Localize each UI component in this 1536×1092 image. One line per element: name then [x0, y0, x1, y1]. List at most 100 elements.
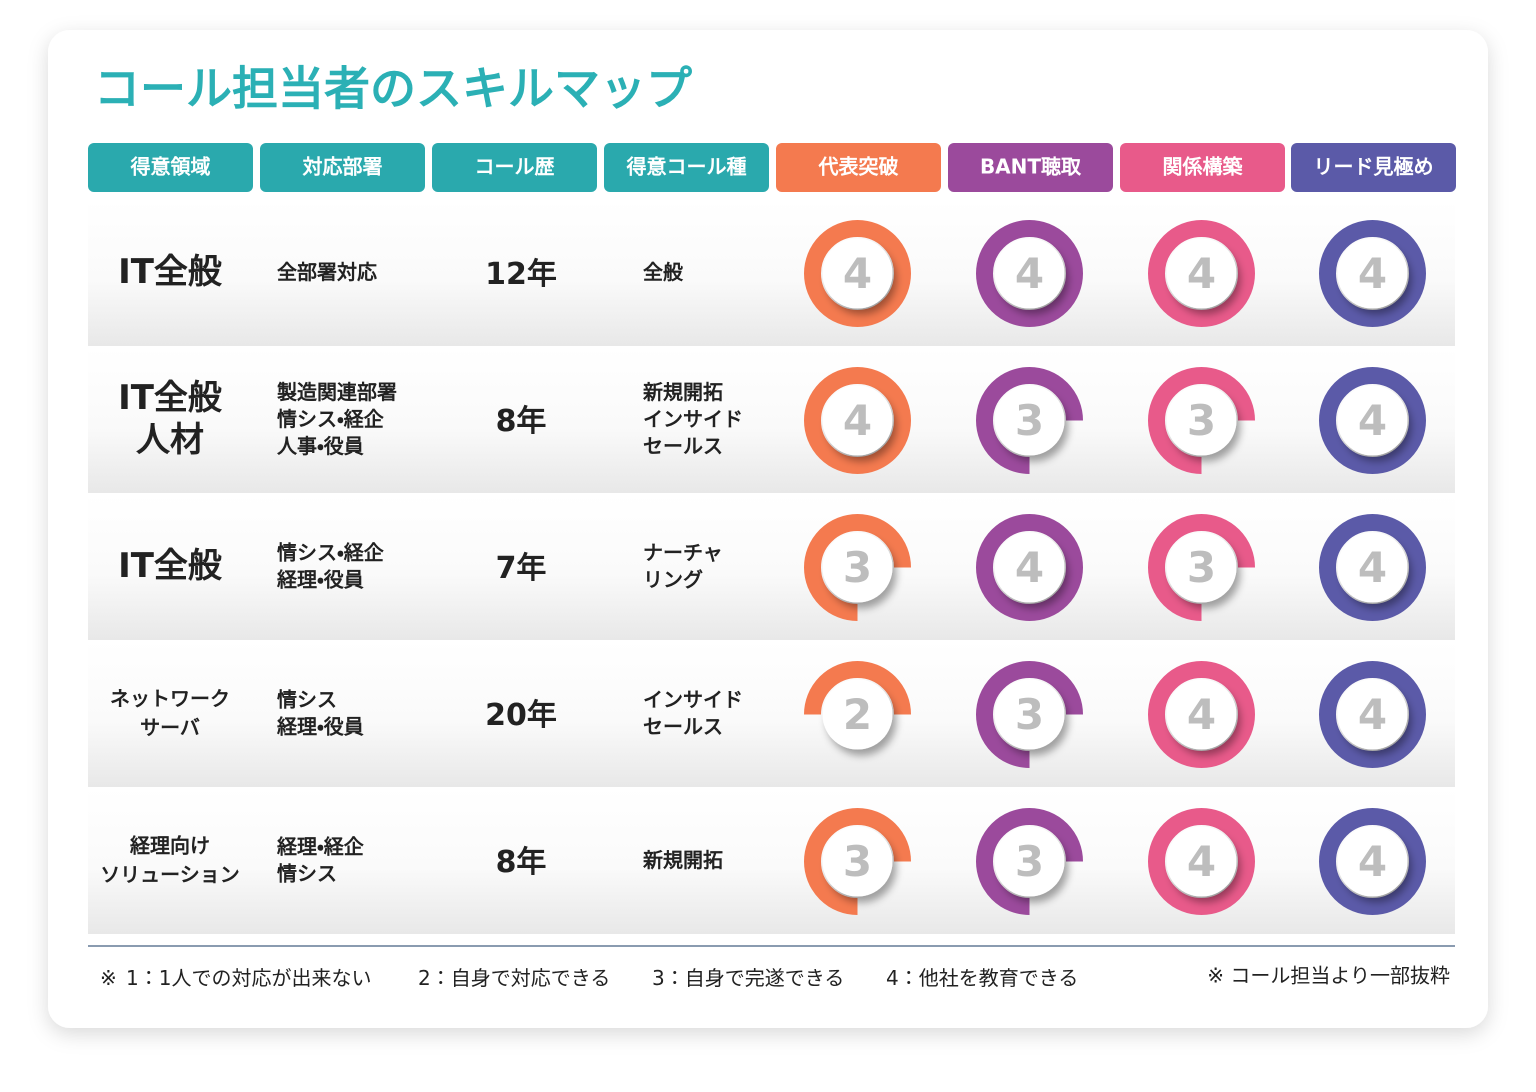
cell-text: ナーチャ: [643, 541, 723, 565]
header-label: コール歴: [475, 155, 555, 179]
header-cell: [948, 143, 1113, 192]
score-value: 3: [1015, 837, 1044, 886]
score-value: 4: [843, 249, 872, 298]
score-ring: [804, 220, 911, 327]
score-ring: [1319, 367, 1426, 474]
header-label: 関係構築: [1163, 155, 1244, 179]
score-value: 3: [1187, 396, 1216, 445]
score-ring: [1319, 514, 1426, 621]
score-value: 3: [1015, 396, 1044, 445]
score-value: 4: [1358, 249, 1387, 298]
score-ring: [976, 514, 1083, 621]
header-cell: [604, 143, 769, 192]
cell-text: 人材: [136, 420, 204, 460]
score-knob: [822, 826, 893, 897]
score-value: 2: [843, 690, 872, 739]
score-knob: [1166, 826, 1237, 897]
score-ring: [1148, 808, 1255, 915]
score-value: 4: [1187, 690, 1216, 739]
score-ring: [976, 808, 1083, 915]
legend-item: 4：他社を教育できる: [886, 966, 1078, 990]
score-knob: [1166, 238, 1237, 309]
cell-text: 経理・役員: [276, 568, 364, 592]
header-cell: [1291, 143, 1456, 192]
cell-text: ソリューション: [100, 863, 240, 887]
score-knob: [994, 238, 1065, 309]
cell-text: インサイド: [643, 688, 743, 712]
legend: ※ 1：1人での対応が出来ない 2：自身で対応できる 3：自身で完遂できる 4：…: [100, 966, 1078, 990]
years: 8年: [496, 845, 547, 880]
header-cell: [1120, 143, 1285, 192]
cell-text: リング: [643, 568, 703, 592]
cell-text: インサイド: [643, 407, 743, 431]
score-ring: [1148, 661, 1255, 768]
score-knob: [994, 679, 1065, 750]
header-cell: [88, 143, 253, 192]
cell-text: 情シス・経企: [277, 541, 385, 565]
cell-text: 経理・役員: [276, 715, 364, 739]
cell-text: 製造関連部署: [277, 380, 397, 404]
score-value: 4: [843, 396, 872, 445]
score-ring: [804, 367, 911, 474]
score-knob: [822, 679, 893, 750]
header-label: リード見極め: [1314, 155, 1434, 179]
cell-text: サーバ: [140, 716, 200, 740]
score-knob: [1166, 679, 1237, 750]
cell-text: 新規開拓: [642, 380, 723, 404]
score-knob: [994, 532, 1065, 603]
cell-text: IT全般: [118, 252, 223, 292]
score-value: 4: [1187, 837, 1216, 886]
header-label: 得意コール種: [626, 155, 747, 179]
score-value: 4: [1187, 249, 1216, 298]
score-ring: [1148, 220, 1255, 327]
cell-text: IT全般: [118, 546, 223, 586]
score-knob: [822, 532, 893, 603]
score-knob: [1337, 826, 1408, 897]
score-ring: [1319, 808, 1426, 915]
score-value: 4: [1358, 837, 1387, 886]
score-knob: [994, 385, 1065, 456]
legend-item: 2：自身で対応できる: [418, 966, 610, 990]
score-knob: [1166, 532, 1237, 603]
score-value: 3: [1187, 543, 1216, 592]
header-label: 得意領域: [130, 155, 211, 179]
score-knob: [1337, 679, 1408, 750]
score-value: 4: [1015, 543, 1044, 592]
cell-text: 情シス: [277, 862, 337, 886]
cell-text: 経理・経企: [276, 835, 365, 859]
cell-text: 全部署対応: [277, 260, 377, 284]
score-knob: [994, 826, 1065, 897]
score-ring: [804, 661, 911, 715]
score-ring: [976, 220, 1083, 327]
score-value: 4: [1358, 543, 1387, 592]
years: 8年: [496, 404, 547, 439]
header-cell: [432, 143, 597, 192]
legend-item: 3：自身で完遂できる: [652, 966, 844, 990]
score-value: 3: [843, 543, 872, 592]
score-ring: [1319, 661, 1426, 768]
years: 7年: [496, 551, 547, 586]
header-cell: [260, 143, 425, 192]
years: 20年: [485, 698, 557, 733]
score-knob: [1337, 532, 1408, 603]
score-knob: [1337, 385, 1408, 456]
score-value: 4: [1015, 249, 1044, 298]
cell-text: セールス: [643, 715, 723, 739]
score-ring: [804, 808, 911, 915]
note: ※ コール担当より一部抜粋: [1207, 964, 1450, 988]
cell-text: セールス: [643, 434, 723, 458]
years: 12年: [485, 257, 557, 292]
score-knob: [822, 385, 893, 456]
legend-item: 1：1人での対応が出来ない: [126, 966, 371, 990]
score-value: 3: [1015, 690, 1044, 739]
score-ring: [1148, 514, 1255, 621]
score-ring: [1319, 220, 1426, 327]
cell-text: 全般: [643, 260, 684, 284]
score-ring: [1148, 367, 1255, 474]
legend-mark: ※: [100, 966, 117, 990]
score-value: 4: [1358, 396, 1387, 445]
score-knob: [1337, 238, 1408, 309]
cell-text: 情シス・経企: [277, 407, 385, 431]
header-label: 代表突破: [818, 155, 899, 179]
